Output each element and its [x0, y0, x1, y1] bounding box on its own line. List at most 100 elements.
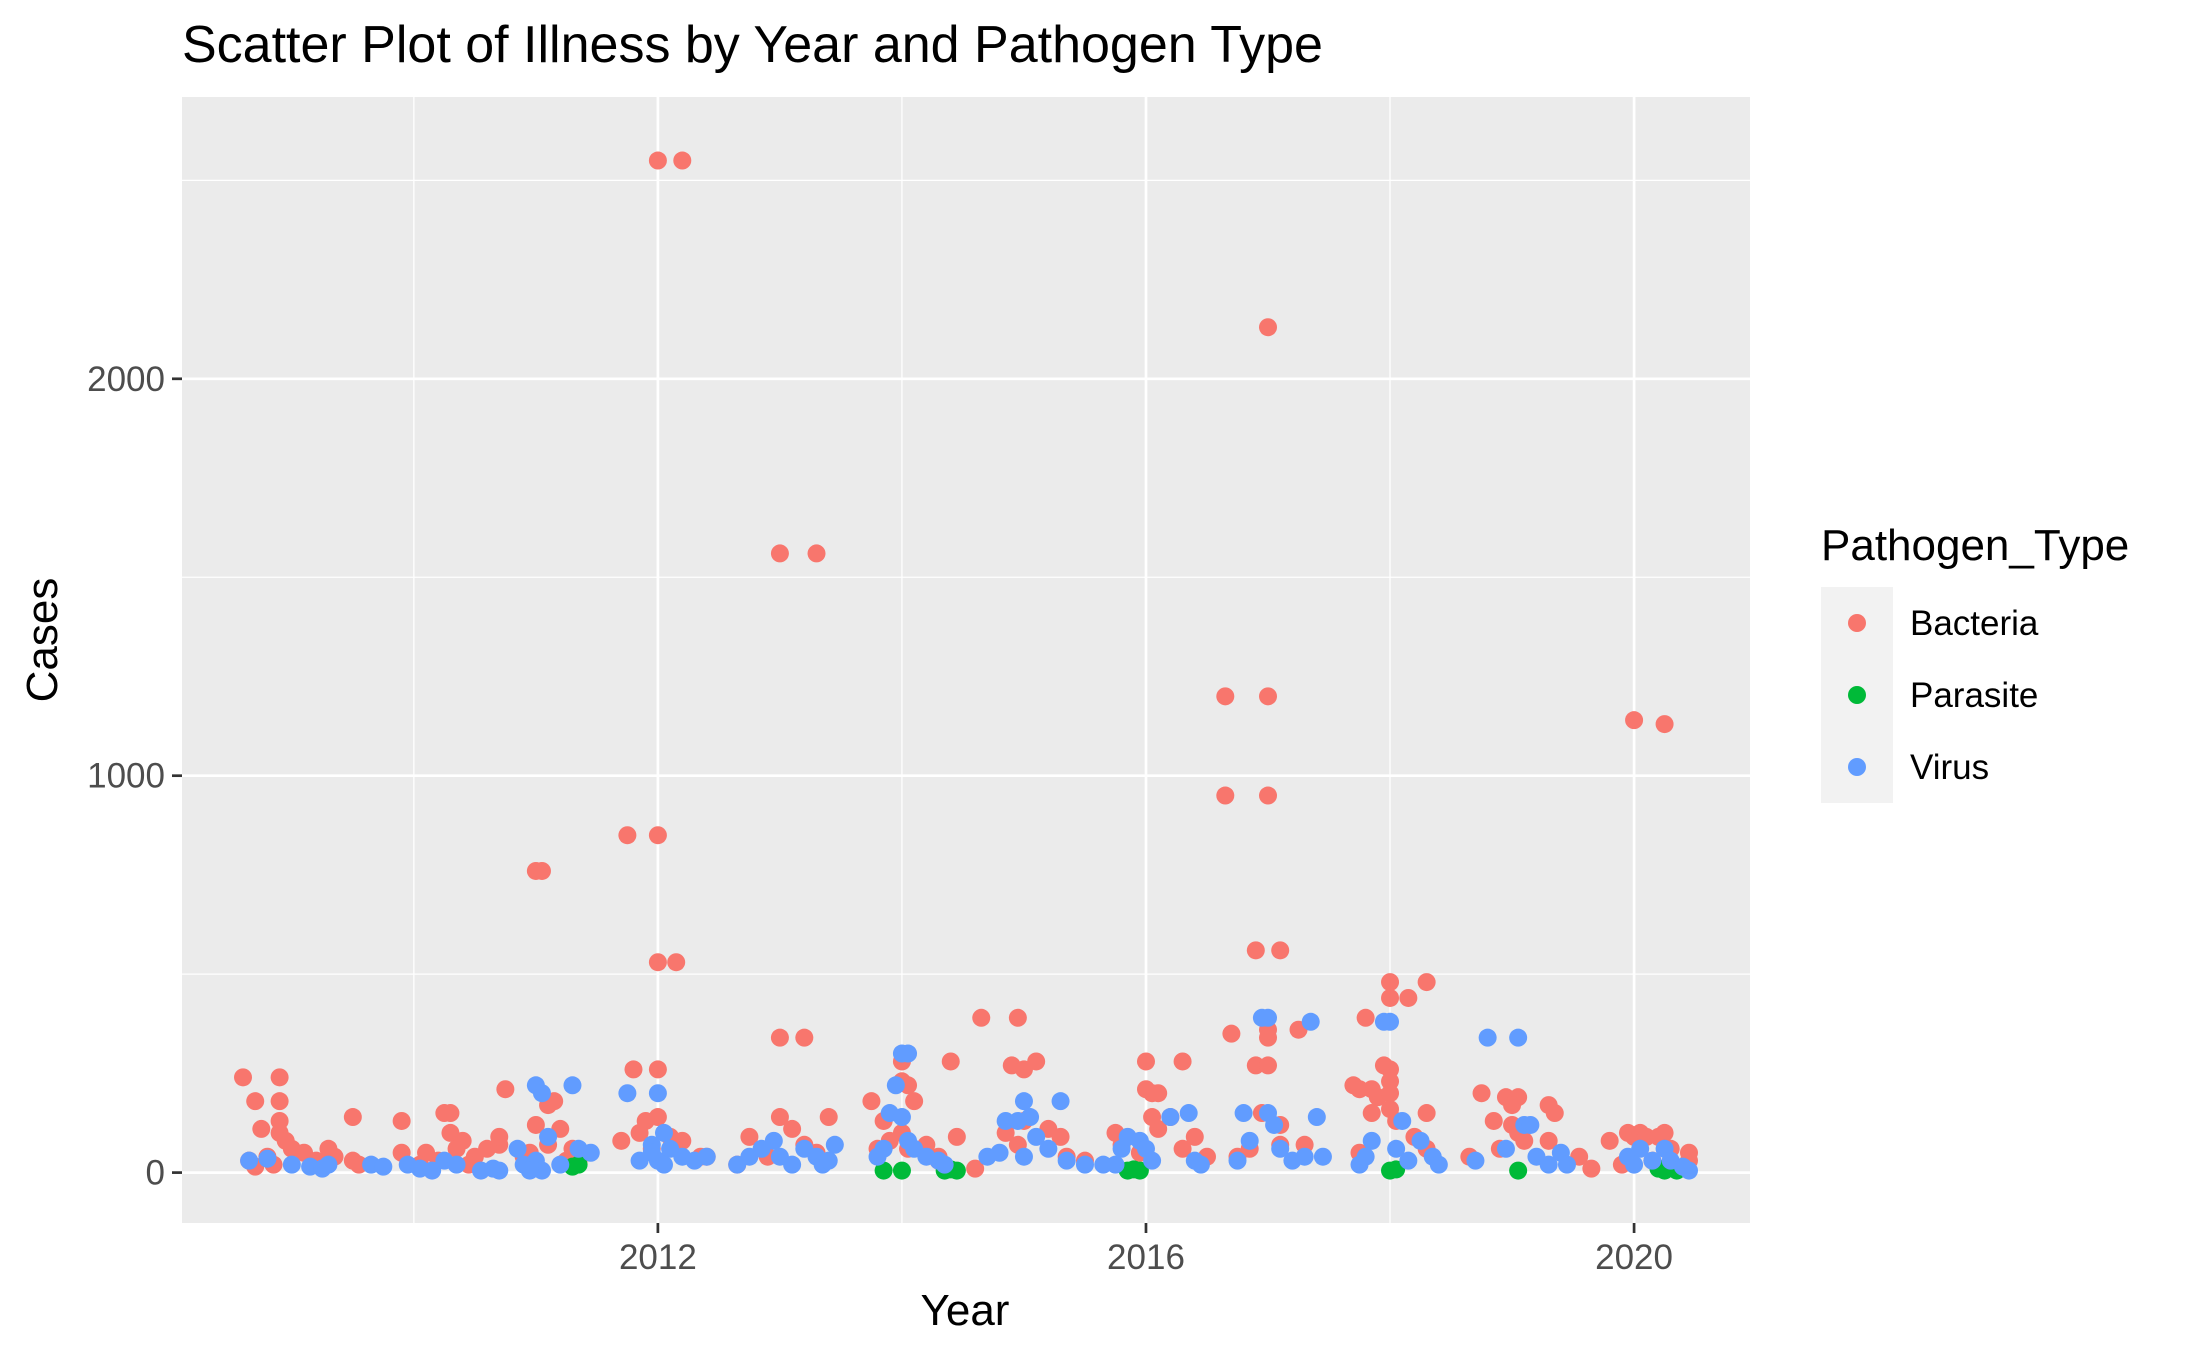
- data-point-virus: [1631, 1139, 1650, 1158]
- data-point-bacteria: [1374, 1056, 1393, 1075]
- data-point-bacteria: [1356, 1008, 1375, 1027]
- data-point-virus: [240, 1151, 259, 1170]
- data-point-virus: [1265, 1115, 1284, 1134]
- legend-key-marker: [1848, 686, 1866, 704]
- data-point-bacteria: [783, 1119, 802, 1138]
- legend-item-bacteria: Bacteria: [1821, 587, 2039, 659]
- data-point-bacteria: [1484, 1111, 1503, 1130]
- chart-title: Scatter Plot of Illness by Year and Path…: [182, 16, 1323, 74]
- data-points: [234, 151, 1698, 1180]
- x-axis-title: Year: [921, 1286, 1010, 1335]
- data-point-bacteria: [612, 1131, 631, 1150]
- data-point-virus: [990, 1143, 1009, 1162]
- legend-item-parasite: Parasite: [1821, 659, 2038, 731]
- data-point-parasite: [874, 1161, 893, 1180]
- data-point-virus: [886, 1076, 905, 1095]
- data-point-bacteria: [1539, 1131, 1558, 1150]
- data-point-virus: [1057, 1151, 1076, 1170]
- data-point-bacteria: [1216, 687, 1235, 706]
- data-point-virus: [783, 1155, 802, 1174]
- data-point-virus: [1051, 1092, 1070, 1111]
- data-point-virus: [1466, 1151, 1485, 1170]
- data-point-parasite: [569, 1155, 588, 1174]
- data-point-bacteria: [343, 1108, 362, 1127]
- data-point-bacteria: [1173, 1052, 1192, 1071]
- data-point-virus: [1161, 1108, 1180, 1127]
- data-point-virus: [1362, 1131, 1381, 1150]
- data-point-virus: [697, 1147, 716, 1166]
- data-point-virus: [1496, 1139, 1515, 1158]
- data-point-virus: [1014, 1147, 1033, 1166]
- x-tick-label: 2016: [1107, 1238, 1185, 1277]
- data-point-virus: [1021, 1108, 1040, 1127]
- data-point-virus: [1521, 1115, 1540, 1134]
- data-point-bacteria: [1503, 1096, 1522, 1115]
- data-point-bacteria: [532, 861, 551, 880]
- data-point-virus: [1478, 1028, 1497, 1047]
- data-point-bacteria: [770, 1028, 789, 1047]
- data-point-virus: [508, 1139, 527, 1158]
- y-axis-title: Cases: [18, 578, 67, 703]
- data-point-virus: [825, 1135, 844, 1154]
- data-point-bacteria: [1027, 1052, 1046, 1071]
- data-point-virus: [819, 1151, 838, 1170]
- data-point-virus: [1234, 1104, 1253, 1123]
- data-point-bacteria: [1417, 1104, 1436, 1123]
- data-point-bacteria: [490, 1127, 509, 1146]
- data-point-bacteria: [1246, 941, 1265, 960]
- data-point-bacteria: [770, 544, 789, 563]
- data-point-bacteria: [1381, 988, 1400, 1007]
- data-point-virus: [539, 1127, 558, 1146]
- data-point-virus: [1356, 1147, 1375, 1166]
- data-point-virus: [1228, 1151, 1247, 1170]
- data-point-bacteria: [618, 826, 637, 845]
- data-point-bacteria: [947, 1127, 966, 1146]
- data-point-bacteria: [1362, 1104, 1381, 1123]
- data-point-bacteria: [1515, 1131, 1534, 1150]
- data-point-bacteria: [1259, 1028, 1278, 1047]
- data-point-parasite: [1130, 1161, 1149, 1180]
- data-point-bacteria: [1051, 1127, 1070, 1146]
- data-point-bacteria: [1545, 1104, 1564, 1123]
- data-point-bacteria: [1381, 973, 1400, 992]
- data-point-virus: [1679, 1161, 1698, 1180]
- data-point-virus: [532, 1084, 551, 1103]
- data-point-bacteria: [1417, 973, 1436, 992]
- data-point-virus: [581, 1143, 600, 1162]
- legend-title: Pathogen_Type: [1821, 521, 2129, 570]
- data-point-virus: [1143, 1151, 1162, 1170]
- data-point-bacteria: [1399, 988, 1418, 1007]
- data-point-bacteria: [795, 1028, 814, 1047]
- series-virus: [240, 1008, 1698, 1180]
- data-point-virus: [1509, 1028, 1528, 1047]
- data-point-virus: [764, 1131, 783, 1150]
- data-point-virus: [1625, 1155, 1644, 1174]
- data-point-bacteria: [941, 1052, 960, 1071]
- y-tick-label: 2000: [87, 360, 165, 399]
- data-point-bacteria: [1381, 1084, 1400, 1103]
- data-point-virus: [1557, 1155, 1576, 1174]
- data-point-bacteria: [1222, 1024, 1241, 1043]
- data-point-virus: [447, 1155, 466, 1174]
- legend-label: Bacteria: [1910, 604, 2039, 643]
- x-tick-label: 2012: [619, 1238, 697, 1277]
- data-point-virus: [1271, 1139, 1290, 1158]
- data-point-bacteria: [770, 1108, 789, 1127]
- data-point-virus: [1106, 1155, 1125, 1174]
- data-point-virus: [1014, 1092, 1033, 1111]
- data-point-virus: [935, 1155, 954, 1174]
- data-point-virus: [1075, 1155, 1094, 1174]
- data-point-virus: [1179, 1104, 1198, 1123]
- legend-key-marker: [1848, 758, 1866, 776]
- data-point-virus: [1411, 1131, 1430, 1150]
- data-point-virus: [374, 1157, 393, 1176]
- legend-label: Parasite: [1910, 676, 2038, 715]
- x-tick-label: 2020: [1595, 1238, 1673, 1277]
- data-point-virus: [490, 1161, 509, 1180]
- data-point-virus: [1191, 1155, 1210, 1174]
- data-point-parasite: [1509, 1161, 1528, 1180]
- x-axis: 2012 2016 2020: [619, 1223, 1673, 1277]
- data-point-bacteria: [1655, 1123, 1674, 1142]
- data-point-virus: [1301, 1012, 1320, 1031]
- data-point-virus: [551, 1155, 570, 1174]
